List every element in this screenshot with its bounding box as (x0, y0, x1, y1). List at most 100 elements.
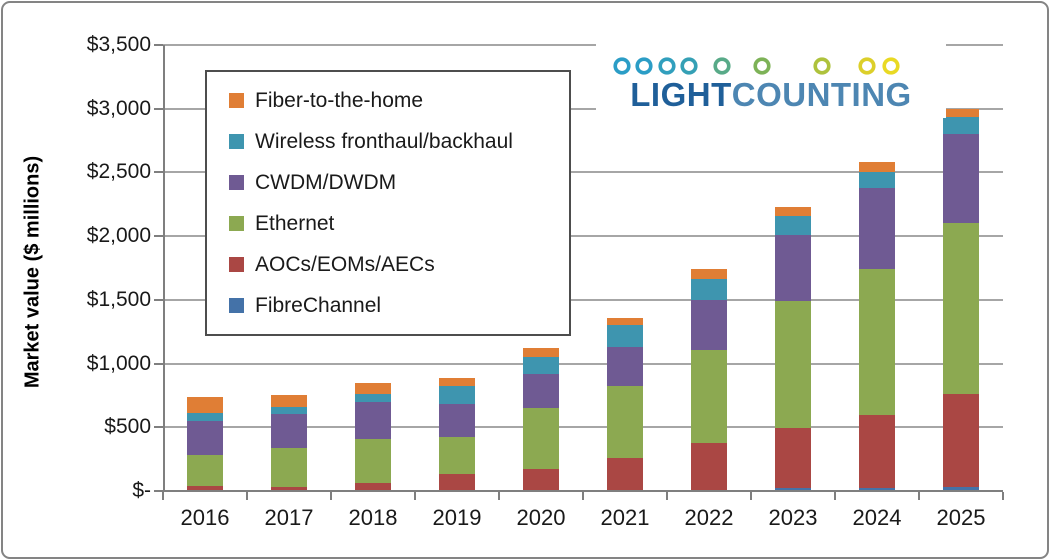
legend-label: CWDM/DWDM (255, 170, 397, 194)
bar-segment-2020-cwdm-dwdm (523, 373, 559, 408)
legend-swatch-icon (229, 134, 244, 149)
bar-segment-2025-aocs-eoms-aecs (943, 394, 979, 488)
gridline (163, 235, 1003, 238)
y-tick-label: $1,000 (86, 351, 151, 375)
x-tick-label: 2020 (516, 505, 566, 530)
x-axis-tick (330, 492, 332, 500)
bar-segment-2017-ethernet (271, 448, 307, 487)
bar-segment-2016-wireless-fronthaul-backhaul (187, 412, 223, 421)
legend-item-aocs-eoms-aecs: AOCs/EOMs/AECs (229, 253, 569, 277)
x-tick-label: 2019 (432, 505, 482, 530)
x-axis-tick (666, 492, 668, 500)
y-axis-title: Market value ($ millions) (21, 155, 44, 389)
bar-segment-2022-ethernet (691, 349, 727, 443)
bar-segment-2023-wireless-fronthaul-backhaul (775, 215, 811, 235)
y-tick-label: $3,000 (86, 96, 151, 120)
y-tick-label: $- (132, 479, 151, 502)
bar-segment-2018-fiber-to-the-home (355, 383, 391, 395)
legend-label: Fiber-to-the-home (255, 88, 424, 112)
gridline (163, 171, 1003, 174)
bar-segment-2024-fibrechannel (859, 487, 895, 491)
legend-swatch-icon (229, 216, 244, 231)
legend-label: FibreChannel (255, 293, 382, 317)
legend-item-fibrechannel: FibreChannel (229, 294, 569, 318)
bar-segment-2018-cwdm-dwdm (355, 402, 391, 440)
x-tick-label: 2018 (348, 505, 398, 530)
legend-item-fiber-to-the-home: Fiber-to-the-home (229, 89, 569, 113)
gridline (163, 426, 1003, 429)
y-axis-line (163, 45, 165, 491)
y-axis-tick (154, 107, 163, 110)
x-axis-line (154, 490, 1003, 492)
bar-segment-2022-wireless-fronthaul-backhaul (691, 279, 727, 300)
y-axis-tick (154, 171, 163, 174)
x-axis-tick (246, 492, 248, 500)
bar-segment-2019-cwdm-dwdm (439, 403, 475, 438)
bar-segment-2018-wireless-fronthaul-backhaul (355, 394, 391, 403)
bar-segment-2023-cwdm-dwdm (775, 234, 811, 302)
bar-segment-2020-wireless-fronthaul-backhaul (523, 357, 559, 374)
legend-label: Wireless fronthaul/backhaul (255, 129, 513, 153)
bar-segment-2025-wireless-fronthaul-backhaul (943, 116, 979, 134)
x-axis-tick (1002, 492, 1004, 500)
x-tick-label: 2024 (852, 505, 902, 530)
bar-segment-2021-wireless-fronthaul-backhaul (607, 325, 643, 347)
y-axis-tick (154, 235, 163, 238)
bar-segment-2018-ethernet (355, 439, 391, 483)
legend-label: Ethernet (255, 211, 335, 235)
bar-segment-2025-fiber-to-the-home (943, 108, 979, 117)
legend: Fiber-to-the-home Wireless fronthaul/back… (205, 70, 571, 336)
bar-segment-2021-fiber-to-the-home (607, 317, 643, 326)
x-tick-label: 2017 (264, 505, 314, 530)
bar-segment-2016-fiber-to-the-home (187, 397, 223, 413)
gridline (163, 107, 1003, 110)
x-axis-tick (498, 492, 500, 500)
x-tick-label: 2022 (684, 505, 734, 530)
bar-segment-2019-fiber-to-the-home (439, 377, 475, 386)
legend-item-wireless-fronthaul-backhaul: Wireless fronthaul/backhaul (229, 130, 569, 154)
x-axis-tick (918, 492, 920, 500)
bar-segment-2023-fiber-to-the-home (775, 207, 811, 216)
x-axis-tick (162, 492, 164, 500)
legend-item-ethernet: Ethernet (229, 212, 569, 236)
y-axis-tick (154, 44, 163, 46)
gridline (163, 44, 1003, 46)
x-axis-tick (414, 492, 416, 500)
legend-swatch-icon (229, 93, 244, 108)
bar-segment-2019-aocs-eoms-aecs (439, 474, 475, 490)
x-tick-label: 2025 (936, 505, 986, 530)
x-axis-tick (834, 492, 836, 500)
bar-segment-2020-aocs-eoms-aecs (523, 468, 559, 490)
legend-swatch-icon (229, 298, 244, 313)
bar-segment-2023-fibrechannel (775, 487, 811, 491)
bar-segment-2017-fiber-to-the-home (271, 395, 307, 407)
bar-segment-2023-ethernet (775, 301, 811, 428)
bar-segment-2017-aocs-eoms-aecs (271, 486, 307, 490)
bar-segment-2022-aocs-eoms-aecs (691, 442, 727, 490)
logo-word-light: LIGHT (630, 76, 732, 113)
bar-segment-2021-cwdm-dwdm (607, 347, 643, 386)
legend-swatch-icon (229, 175, 244, 190)
y-axis-tick (154, 298, 163, 301)
bar-segment-2024-aocs-eoms-aecs (859, 414, 895, 488)
y-tick-label: $2,000 (86, 224, 151, 248)
bar-segment-2016-aocs-eoms-aecs (187, 485, 223, 490)
y-axis-tick (154, 362, 163, 365)
bar-segment-2020-ethernet (523, 407, 559, 469)
bar-segment-2016-ethernet (187, 455, 223, 486)
bar-segment-2016-cwdm-dwdm (187, 420, 223, 456)
bar-segment-2023-aocs-eoms-aecs (775, 427, 811, 488)
bar-segment-2022-cwdm-dwdm (691, 299, 727, 350)
bar-segment-2025-ethernet (943, 222, 979, 395)
y-tick-label: $3,500 (86, 33, 151, 56)
bar-segment-2018-aocs-eoms-aecs (355, 482, 391, 490)
y-axis-tick (154, 426, 163, 429)
x-tick-label: 2021 (600, 505, 650, 530)
bar-segment-2025-cwdm-dwdm (943, 133, 979, 223)
logo-circles-icon (606, 57, 919, 75)
x-tick-label: 2023 (768, 505, 818, 530)
gridline (163, 362, 1003, 365)
bar-segment-2019-wireless-fronthaul-backhaul (439, 385, 475, 404)
bar-segment-2020-fiber-to-the-home (523, 347, 559, 358)
